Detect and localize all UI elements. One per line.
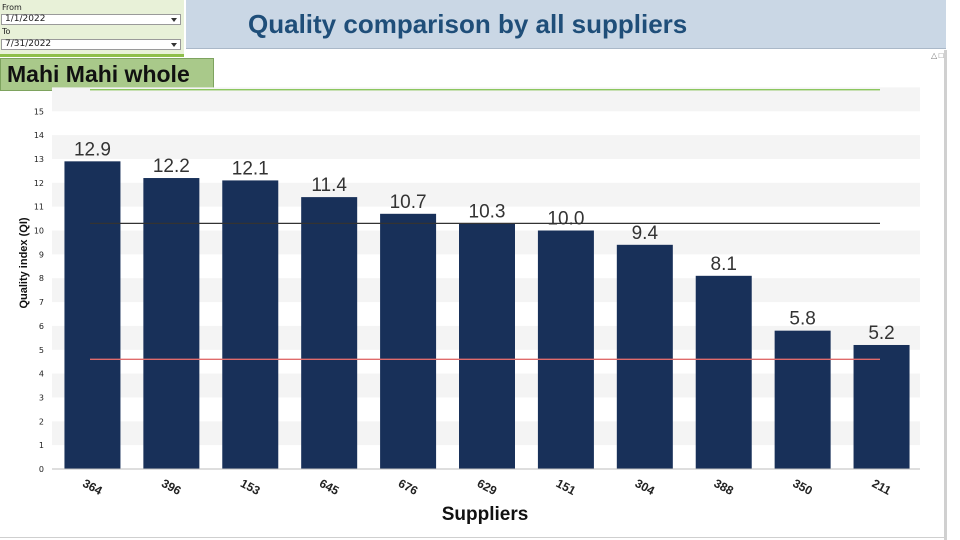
data-label: 11.4	[311, 175, 347, 196]
chevron-down-icon	[171, 18, 177, 22]
y-tick-label: 0	[39, 465, 44, 474]
y-tick-label: 6	[39, 322, 44, 331]
y-tick-label: 9	[39, 250, 44, 259]
y-tick-label: 13	[34, 155, 44, 164]
data-label: 12.9	[74, 139, 111, 160]
y-tick-label: 7	[39, 298, 44, 307]
data-label: 9.4	[632, 223, 659, 244]
bar	[774, 330, 831, 469]
bar	[537, 230, 594, 469]
y-tick-label: 10	[34, 227, 44, 236]
y-tick-label: 3	[39, 393, 44, 402]
y-tick-label: 8	[39, 274, 44, 283]
bar	[616, 244, 673, 469]
y-tick-label: 1	[39, 441, 44, 450]
bar	[222, 180, 279, 469]
x-tick-label: 364	[80, 476, 105, 498]
data-labels: 12.9 12.2 12.1 11.4 10.7 10.3 10.0 9.4 8.1 5.8 5.2	[74, 139, 895, 344]
date-filter-panel: From 1/1/2022 To 7/31/2022	[0, 0, 184, 57]
chart-options-icon[interactable]: △ □	[931, 51, 944, 60]
x-tick-label: 350	[791, 476, 816, 498]
from-date-select[interactable]: 1/1/2022	[1, 14, 181, 25]
from-label: From	[2, 3, 22, 12]
page-title: Quality comparison by all suppliers	[248, 9, 688, 39]
data-label: 5.8	[789, 309, 815, 330]
bar	[380, 213, 437, 469]
from-date-value: 1/1/2022	[5, 14, 46, 24]
to-date-select[interactable]: 7/31/2022	[1, 39, 181, 50]
bar	[301, 197, 358, 470]
data-label: 10.7	[390, 192, 427, 213]
x-tick-label: 396	[159, 476, 184, 498]
y-tick-label: 2	[39, 417, 44, 426]
bar	[143, 178, 200, 469]
y-axis-title: Quality index (QI)	[18, 217, 30, 308]
data-label: 12.2	[153, 156, 190, 177]
x-tick-label: 304	[633, 476, 658, 498]
y-tick-label: 15	[34, 107, 44, 116]
product-name-badge: Mahi Mahi whole	[0, 58, 214, 91]
y-tick-label: 11	[34, 203, 44, 212]
x-tick-label: 629	[475, 476, 500, 498]
to-date-value: 7/31/2022	[5, 39, 52, 49]
data-label: 12.1	[232, 158, 269, 179]
data-label: 10.0	[547, 209, 584, 230]
x-tick-label: 153	[238, 476, 263, 498]
x-tick-label: 151	[554, 476, 579, 498]
reference-lines	[90, 89, 880, 360]
bars	[64, 161, 910, 470]
panel-scrollbar[interactable]	[944, 50, 947, 540]
data-label: 10.3	[469, 201, 506, 222]
x-tick-label: 676	[396, 476, 421, 498]
grid-band	[52, 135, 920, 159]
x-axis-title: Suppliers	[442, 504, 529, 525]
grid-band	[52, 87, 920, 112]
bar	[853, 344, 910, 469]
to-label: To	[2, 27, 11, 36]
data-label: 8.1	[711, 254, 737, 275]
y-tick-label: 12	[34, 179, 44, 188]
x-tick-label: 211	[870, 476, 894, 498]
bar	[459, 223, 515, 469]
panel-divider	[0, 537, 944, 538]
header-bar	[186, 0, 946, 49]
y-tick-label: 5	[39, 346, 44, 355]
y-tick-label: 4	[39, 370, 44, 379]
y-tick-label: 14	[34, 131, 44, 140]
x-tick-label: 388	[712, 476, 737, 498]
x-tick-label: 645	[317, 476, 342, 498]
bar	[695, 275, 752, 469]
chevron-down-icon	[171, 43, 177, 47]
x-axis-ticks: 364 396 153 645 676 629 151 304 388 350 211	[80, 476, 893, 498]
bar	[64, 161, 121, 469]
data-label: 5.2	[868, 323, 894, 344]
